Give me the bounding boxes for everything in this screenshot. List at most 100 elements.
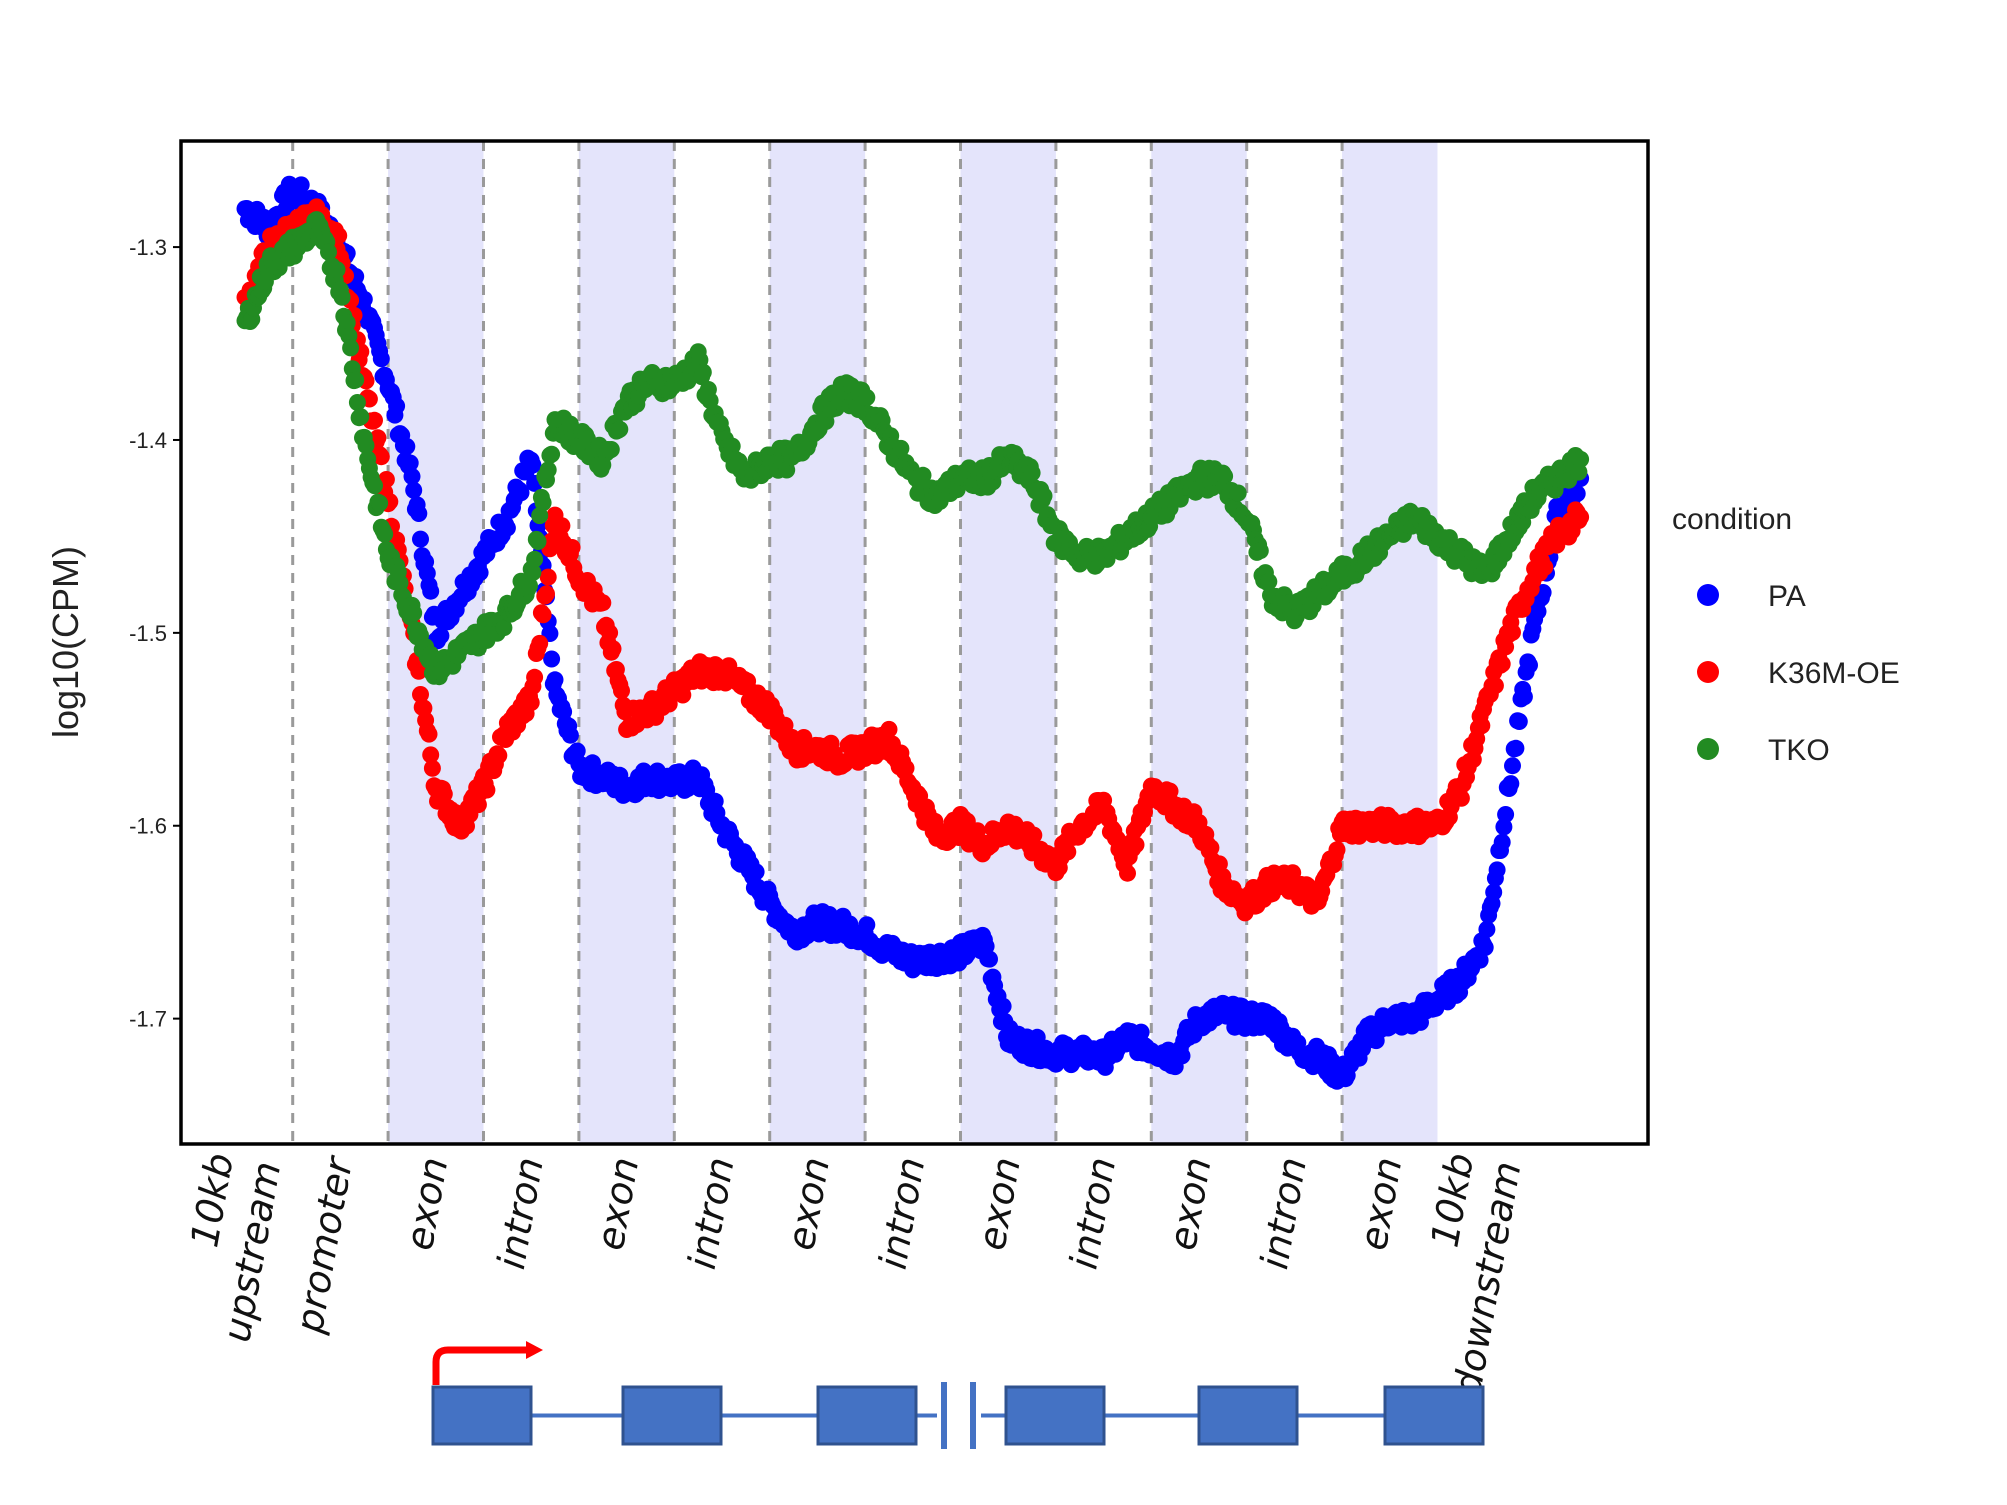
x-region-label-line: promoter (287, 1152, 362, 1337)
data-point (410, 662, 428, 680)
data-point (534, 606, 552, 624)
data-point (435, 785, 453, 803)
data-point (1485, 883, 1503, 901)
legend-label: PA (1768, 580, 1806, 613)
data-point (604, 640, 622, 658)
exon-band (1342, 141, 1438, 1144)
data-point (1510, 713, 1528, 730)
data-point (1486, 677, 1504, 695)
data-point (320, 243, 337, 261)
data-point (1476, 939, 1494, 956)
data-point (723, 437, 741, 455)
data-point (522, 694, 540, 712)
data-point (613, 682, 630, 700)
data-point (398, 438, 416, 455)
data-point (292, 176, 310, 194)
legend: condition PA K36M-OE TKO (1672, 503, 1900, 767)
data-point (1570, 463, 1588, 481)
data-point (347, 371, 365, 389)
data-point (539, 461, 557, 479)
x-region-label-line: intron (871, 1154, 934, 1272)
data-point (1568, 485, 1586, 503)
data-point (342, 339, 360, 357)
data-point (568, 742, 586, 760)
data-point (994, 997, 1012, 1015)
data-point (858, 389, 876, 406)
data-point (594, 594, 612, 612)
y-tick-label: -1.4 (129, 428, 167, 453)
data-point (1119, 864, 1136, 882)
x-region-label-line: exon (1160, 1154, 1220, 1253)
data-point (539, 568, 557, 586)
data-point (495, 619, 513, 637)
x-region-label: intron (680, 1154, 743, 1272)
tss-arrowhead-icon (526, 1341, 543, 1359)
legend-marker (1697, 738, 1719, 760)
data-point (981, 950, 998, 968)
data-point (1473, 717, 1491, 735)
data-point (601, 624, 619, 642)
data-point (543, 650, 561, 668)
x-region-label: intron (871, 1154, 934, 1272)
data-point (1504, 757, 1521, 775)
data-point (1507, 739, 1525, 757)
data-point (1497, 806, 1515, 823)
data-point (412, 686, 429, 703)
x-region-label-line: intron (489, 1154, 552, 1272)
x-region-label: intron (489, 1154, 552, 1272)
data-point (1260, 573, 1278, 591)
data-point (422, 582, 440, 600)
data-point (529, 533, 547, 550)
x-region-label-line: intron (1252, 1154, 1315, 1272)
tss-arrow-icon (432, 1346, 530, 1385)
gene-exon-box (1004, 1385, 1106, 1446)
y-tick-label: -1.3 (129, 235, 167, 260)
data-point (405, 481, 423, 499)
data-point (471, 564, 489, 582)
x-region-label-line: exon (779, 1154, 839, 1253)
legend-marker (1697, 661, 1719, 683)
x-region-label: exon (969, 1154, 1029, 1253)
data-point (1495, 818, 1513, 836)
x-region-label-line: intron (680, 1154, 743, 1272)
gene-exon-box (1197, 1385, 1299, 1446)
legend-label: K36M-OE (1768, 657, 1900, 690)
y-axis-label: log10(CPM) (45, 546, 86, 738)
data-point (526, 668, 544, 686)
data-point (892, 439, 910, 457)
data-point (422, 746, 440, 764)
data-point (1521, 656, 1538, 674)
data-point (410, 505, 428, 522)
data-point (1035, 487, 1053, 505)
legend-marker (1697, 584, 1719, 606)
data-point (376, 525, 394, 543)
data-point (388, 397, 406, 415)
data-point (512, 484, 530, 502)
data-point (783, 728, 801, 746)
data-point (1452, 789, 1470, 807)
data-point (371, 494, 389, 512)
data-point (553, 517, 571, 535)
y-tick-label: -1.7 (129, 1007, 167, 1032)
data-point (858, 916, 876, 934)
data-point (1493, 833, 1511, 851)
data-point (1025, 826, 1043, 844)
x-region-label-line: exon (1351, 1154, 1411, 1253)
exon-band (1151, 141, 1247, 1144)
data-point (412, 530, 429, 548)
data-point (333, 288, 351, 306)
data-point (977, 937, 995, 955)
data-point (338, 314, 356, 332)
data-point (526, 550, 544, 568)
data-point (366, 411, 383, 429)
data-point (1284, 864, 1302, 882)
exon-band (769, 141, 866, 1144)
data-point (611, 420, 629, 438)
data-point (1328, 841, 1346, 859)
data-point (524, 564, 542, 581)
legend-label: TKO (1768, 734, 1830, 767)
data-point (1536, 558, 1554, 576)
x-region-label-line: exon (969, 1154, 1029, 1253)
